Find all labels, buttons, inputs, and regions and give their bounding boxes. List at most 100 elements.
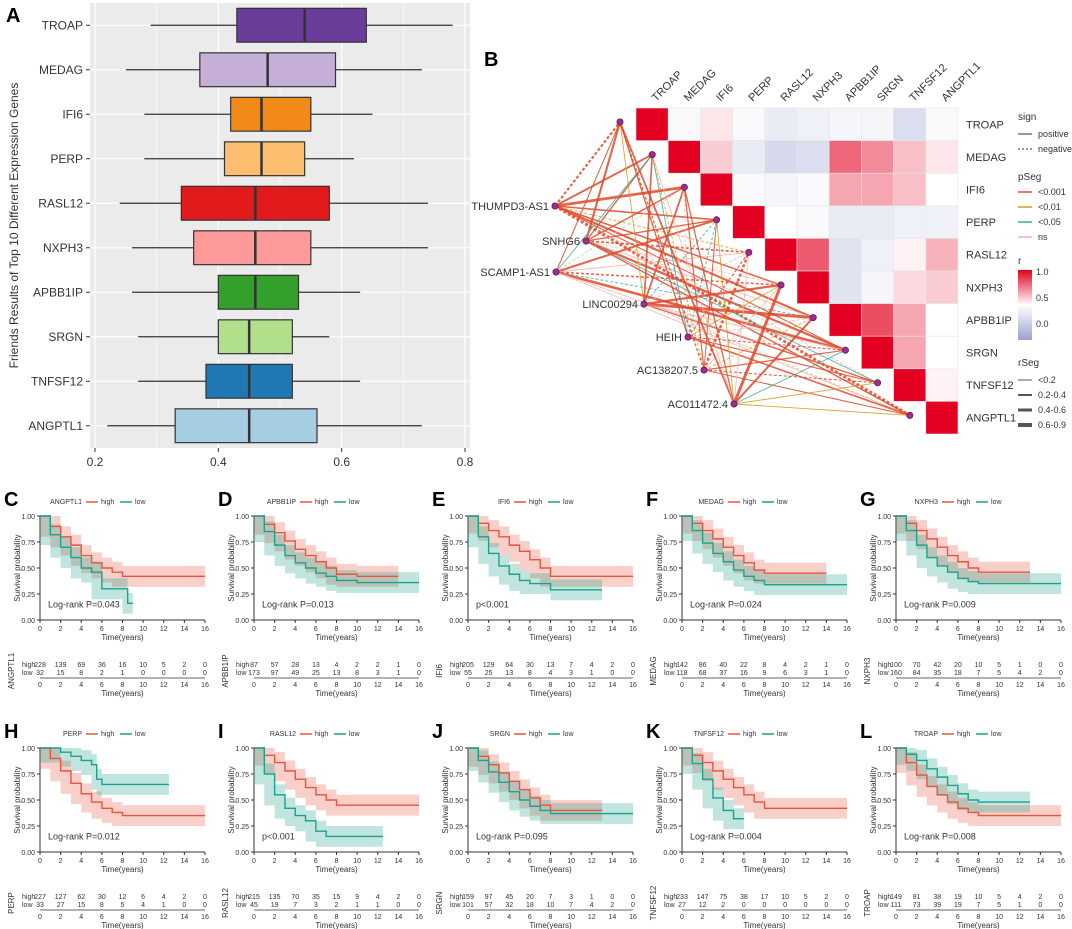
- y-tick-label: 1.00: [663, 514, 677, 521]
- risk-high-count: 2: [396, 894, 400, 901]
- risk-low-count: 73: [913, 902, 921, 909]
- y-tick-label: 0.25: [21, 592, 35, 599]
- column-label: MEDAG: [682, 67, 719, 104]
- legend-high: high: [101, 499, 114, 506]
- x-tick-label: 4: [507, 626, 511, 633]
- risk-high-count: 57: [271, 662, 279, 669]
- row-label: TROAP: [966, 119, 1004, 131]
- legend-low: low: [991, 731, 1002, 738]
- risk-low-count: 2: [610, 902, 614, 909]
- box-body: [217, 319, 293, 355]
- risk-x-tick: 10: [781, 682, 789, 689]
- risk-low-count: 18: [954, 670, 962, 677]
- box-body: [223, 141, 306, 177]
- risk-low-count: 7: [569, 902, 573, 909]
- heatmap-cell: [796, 107, 830, 141]
- ci-ribbon-low: [896, 748, 1031, 813]
- correlation-edge: [643, 302, 814, 320]
- x-tick-label: 0.6: [333, 455, 350, 469]
- box-nxph3: NXPH3: [43, 230, 428, 266]
- risk-low-count: 0: [203, 902, 207, 909]
- y-tick-label: 0.50: [877, 566, 891, 573]
- y-tick-label: 1.00: [449, 746, 463, 753]
- x-tick-label: 10: [139, 858, 147, 865]
- heatmap-cell: [667, 107, 701, 141]
- box-body: [193, 230, 312, 266]
- risk-low-count: 3: [569, 670, 573, 677]
- risk-low-count: 7: [293, 902, 297, 909]
- correlation-edge: [643, 283, 782, 306]
- row-label: NXPH3: [966, 282, 1003, 294]
- row-label: IFI6: [966, 185, 985, 197]
- correlation-edge: [733, 382, 878, 405]
- x-tick-label: 2: [487, 626, 491, 633]
- survival-curve-low: [468, 747, 633, 815]
- risk-x-tick: 2: [273, 914, 277, 921]
- risk-row-low-label: low: [878, 670, 889, 677]
- x-tick-label: 2: [915, 626, 919, 633]
- x-tick-label: 14: [180, 626, 188, 633]
- y-tick-label: 0.75: [21, 540, 35, 547]
- risk-high-count: 12: [119, 894, 127, 901]
- heatmap-cell: [828, 140, 862, 174]
- logrank-pvalue: Log-rank P=0.012: [48, 832, 120, 842]
- x-tick-label: 0: [466, 858, 470, 865]
- risk-high-count: 42: [933, 662, 941, 669]
- risk-low-count: 8: [528, 670, 532, 677]
- y-tick-label: 1.00: [877, 746, 891, 753]
- risk-x-tick: 2: [59, 914, 63, 921]
- risk-high-count: 2: [182, 662, 186, 669]
- risk-low-count: 12: [699, 902, 707, 909]
- x-tick-label: 8: [977, 626, 981, 633]
- y-tick-label: 0.75: [663, 772, 677, 779]
- risk-low-count: 2: [721, 902, 725, 909]
- correlation-edge: [555, 271, 910, 416]
- survival-curve-low: [896, 515, 1061, 585]
- risk-x-tick: 4: [507, 682, 511, 689]
- x-tick-label: 4: [935, 858, 939, 865]
- correlation-edge: [643, 154, 654, 305]
- risk-x-tick: 0: [894, 914, 898, 921]
- lncrna-label: AC011472.4: [668, 399, 728, 411]
- risk-low-count: 0: [396, 902, 400, 909]
- correlation-edge: [683, 187, 735, 405]
- gene-node: [616, 118, 624, 126]
- legend-gene: NXPH3: [915, 499, 938, 506]
- risk-high-count: 0: [203, 894, 207, 901]
- x-axis-title: Time(years): [101, 865, 144, 874]
- risk-low-count: 68: [699, 670, 707, 677]
- risk-high-count: 228: [34, 662, 46, 669]
- lncrna-node: [684, 333, 692, 341]
- x-tick-label: 0: [252, 626, 256, 633]
- risk-x-tick: 4: [721, 682, 725, 689]
- box-body: [174, 408, 318, 444]
- heatmap-cell: [828, 303, 862, 337]
- risk-low-count: 13: [505, 670, 513, 677]
- x-axis-title: Time(years): [743, 633, 786, 642]
- y-axis-title: Survival probability: [655, 766, 664, 833]
- risk-x-tick: 4: [293, 914, 297, 921]
- heatmap-cell: [700, 140, 733, 174]
- lncrna-label: LINC00294: [582, 299, 638, 311]
- risk-low-count: 9: [763, 670, 767, 677]
- risk-x-tick: 12: [374, 914, 382, 921]
- risk-low-count: 8: [355, 670, 359, 677]
- legend-gene: SRGN: [490, 731, 510, 738]
- x-tick-label: 14: [822, 858, 830, 865]
- risk-high-count: 3: [569, 894, 573, 901]
- risk-x-title: Time(years): [315, 689, 358, 698]
- heatmap-cell: [861, 107, 894, 141]
- risk-row-low-label: low: [22, 670, 33, 677]
- heatmap-cell: [861, 140, 894, 174]
- risk-high-count: 0: [631, 662, 635, 669]
- risk-low-count: 15: [57, 670, 65, 677]
- correlation-edge: [585, 186, 685, 242]
- risk-high-count: 38: [740, 894, 748, 901]
- x-tick-label: 2: [59, 858, 63, 865]
- risk-low-count: 1: [121, 670, 125, 677]
- y-tick-label: 1.00: [449, 514, 463, 521]
- heatmap-cell: [893, 303, 927, 337]
- heatmap-cell: [796, 238, 830, 272]
- risk-high-count: 215: [248, 894, 260, 901]
